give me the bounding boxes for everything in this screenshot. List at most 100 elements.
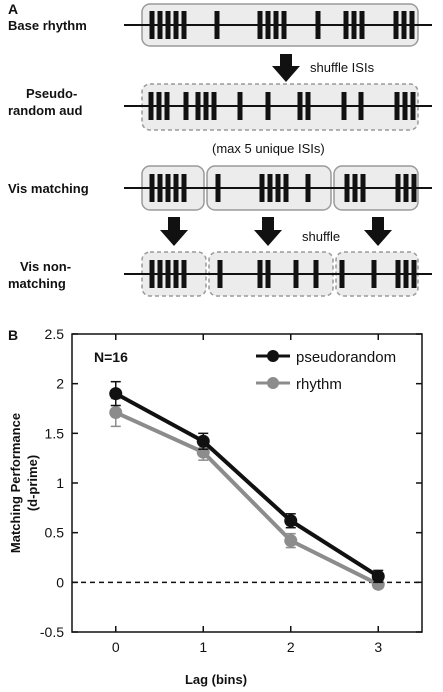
vis-nonmatching-events [149, 260, 417, 288]
x-tick-label: 1 [199, 639, 207, 655]
row-label-base-rhythm: Base rhythm [8, 18, 87, 33]
event-bar [195, 92, 201, 120]
max-unique-isis-label: (max 5 unique ISIs) [212, 141, 325, 156]
event-bar [281, 11, 287, 39]
vis-matching-events [149, 174, 417, 202]
event-bar [401, 11, 407, 39]
y-axis-ticks: -0.5 0 0.5 1 1.5 2 2.5 [40, 326, 422, 640]
event-bar [352, 174, 358, 202]
event-bar [165, 174, 171, 202]
event-bar [394, 92, 400, 120]
x-axis-ticks: 0 1 2 3 [112, 334, 382, 655]
event-bar [341, 92, 347, 120]
down-arrow-icon [272, 54, 300, 82]
vis-matching-sequence [124, 165, 432, 211]
event-bar [393, 11, 399, 39]
row-label-vis-nonmatching-1: Vis non- [20, 259, 71, 274]
y-tick-label: 2 [56, 376, 64, 392]
x-axis-label: Lag (bins) [185, 672, 247, 687]
event-bar [297, 92, 303, 120]
y-tick-label: -0.5 [40, 624, 64, 640]
legend: pseudorandom rhythm [256, 349, 396, 393]
event-bar [403, 174, 409, 202]
event-bar [149, 260, 155, 288]
line-chart: -0.5 0 0.5 1 1.5 2 2.5 0 1 2 3 N=16 pseudorandom … [8, 326, 423, 687]
base-rhythm-sequence [124, 3, 432, 47]
event-bar [273, 11, 279, 39]
event-bar [203, 92, 209, 120]
y-axis-label-line1: Matching Performance [8, 413, 23, 553]
legend-label-pseudorandom: pseudorandom [296, 349, 396, 366]
event-bar [257, 260, 263, 288]
event-bar [265, 92, 271, 120]
event-bar [157, 11, 163, 39]
event-bar [410, 92, 416, 120]
event-bar [257, 11, 263, 39]
event-bar [173, 11, 179, 39]
event-bar [265, 260, 271, 288]
event-bar [237, 92, 243, 120]
event-bar [411, 174, 417, 202]
down-arrow-icon [254, 217, 282, 246]
y-tick-label: 1.5 [45, 425, 65, 441]
panel-a-letter: A [8, 1, 18, 17]
down-arrow-icon [364, 217, 392, 246]
event-bar [403, 260, 409, 288]
x-tick-label: 0 [112, 639, 120, 655]
event-bar [395, 260, 401, 288]
event-bar [183, 92, 189, 120]
event-bar [360, 174, 366, 202]
event-bar [214, 11, 220, 39]
event-bar [211, 92, 217, 120]
legend-marker-rhythm [267, 377, 279, 389]
event-bar [343, 11, 349, 39]
event-bar [339, 260, 345, 288]
vis-nonmatching-sequence [124, 251, 432, 297]
legend-label-rhythm: rhythm [296, 376, 342, 393]
pseudorandom-sequence [124, 83, 432, 131]
row-label-vis-matching: Vis matching [8, 181, 89, 196]
down-arrow-icon [160, 217, 188, 246]
event-bar [313, 260, 319, 288]
event-bar [293, 260, 299, 288]
row-label-vis-nonmatching-2: matching [8, 276, 66, 291]
series-pseudorandom [109, 380, 385, 584]
event-bar [217, 260, 223, 288]
data-point-pseudorandom [109, 387, 123, 401]
event-bar [283, 174, 289, 202]
series-line-rhythm [114, 410, 380, 587]
event-bar [402, 92, 408, 120]
event-bar [181, 11, 187, 39]
data-point-pseudorandom [196, 434, 210, 448]
series-rhythm [109, 397, 385, 591]
event-bar [267, 174, 273, 202]
panel-b-letter: B [8, 327, 18, 343]
event-bar [149, 174, 155, 202]
pseudorandom-events [148, 92, 416, 120]
event-bar [395, 174, 401, 202]
legend-marker-pseudorandom [267, 350, 279, 362]
shuffle-isis-label: shuffle ISIs [310, 60, 375, 75]
x-tick-label: 3 [374, 639, 382, 655]
event-bar [358, 92, 364, 120]
event-bar [411, 260, 417, 288]
series-line-pseudorandom [114, 391, 380, 579]
y-tick-label: 0.5 [45, 525, 65, 541]
event-bar [371, 260, 377, 288]
event-bar [344, 174, 350, 202]
event-bar [173, 174, 179, 202]
row-label-pseudorandom-1: Pseudo- [26, 86, 77, 101]
row-label-pseudorandom-2: random aud [8, 103, 82, 118]
event-bar [149, 11, 155, 39]
x-tick-label: 2 [287, 639, 295, 655]
event-bar [359, 11, 365, 39]
data-point-rhythm [284, 534, 298, 548]
y-tick-label: 2.5 [45, 326, 65, 342]
event-bar [165, 260, 171, 288]
y-axis-label-line2: (d-prime) [25, 455, 40, 511]
data-point-rhythm [109, 405, 123, 419]
event-bar [305, 174, 311, 202]
event-bar [259, 174, 265, 202]
event-bar [181, 174, 187, 202]
